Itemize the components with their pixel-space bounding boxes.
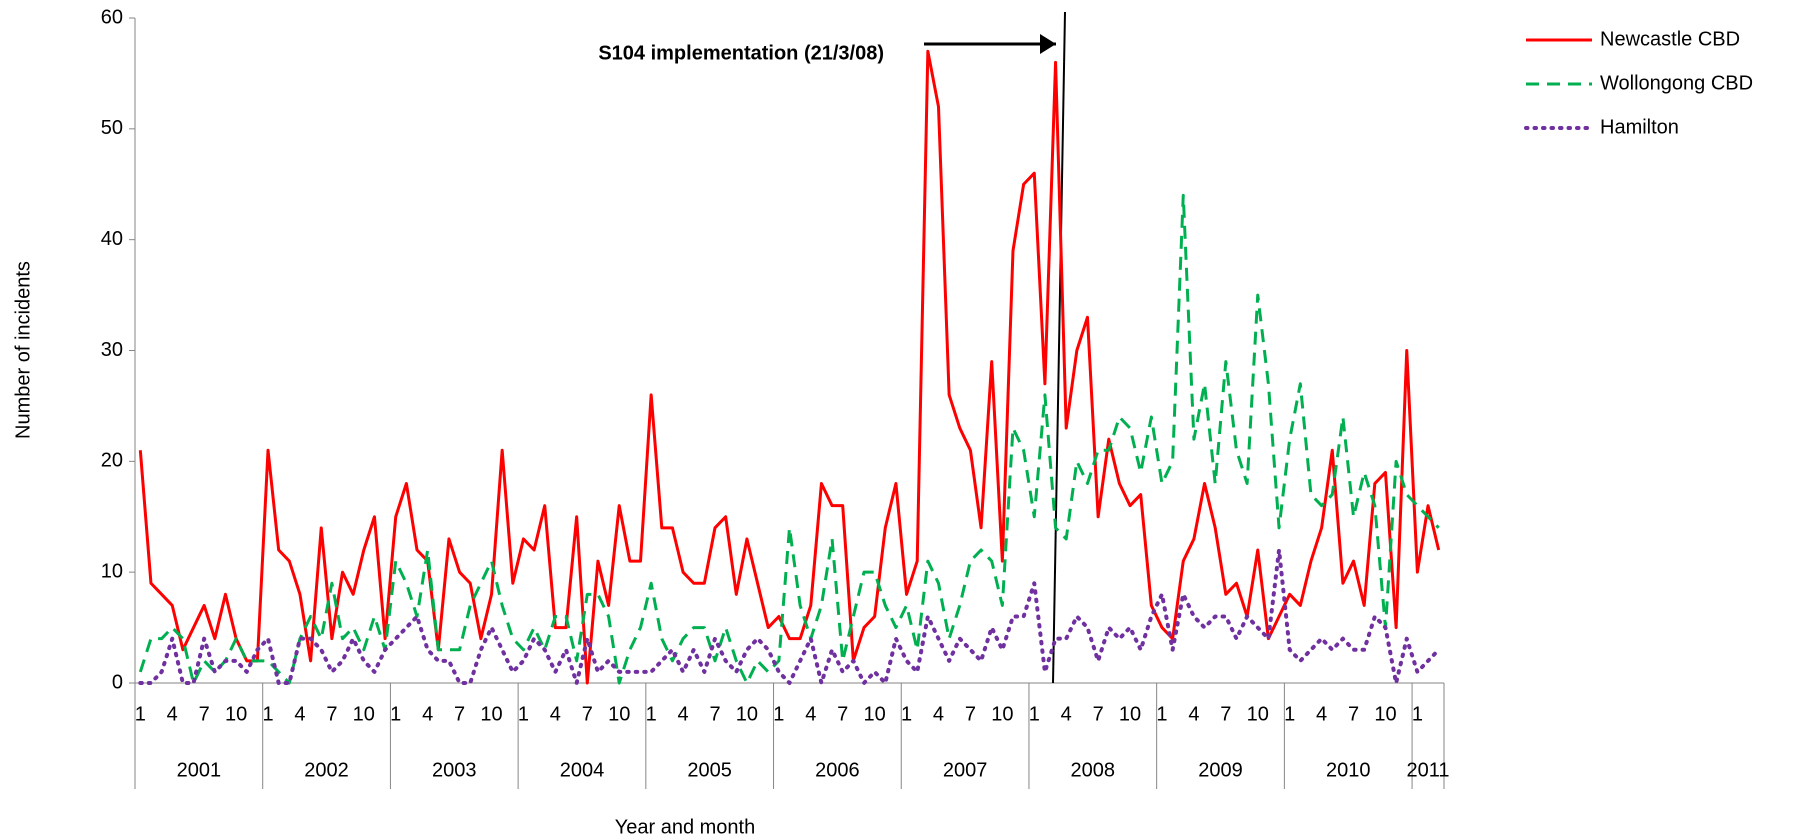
- year-label: 2008: [1071, 759, 1116, 781]
- x-tick-label: 7: [1348, 703, 1359, 725]
- year-label: 2003: [432, 759, 477, 781]
- x-tick-label: 7: [454, 703, 465, 725]
- x-tick-label: 1: [646, 703, 657, 725]
- x-tick-label: 4: [805, 703, 816, 725]
- x-tick-label: 7: [1220, 703, 1231, 725]
- y-tick-label: 30: [101, 339, 123, 361]
- year-label: 2011: [1407, 759, 1450, 781]
- x-tick-label: 1: [135, 703, 146, 725]
- year-label: 2006: [815, 759, 860, 781]
- x-tick-label: 4: [294, 703, 305, 725]
- series-line: [138, 49, 1441, 685]
- y-tick-label: 40: [101, 228, 123, 250]
- x-tick-label: 7: [326, 703, 337, 725]
- year-label: 2007: [943, 759, 988, 781]
- annotation-arrowhead: [1040, 34, 1056, 54]
- x-tick-label: 4: [422, 703, 433, 725]
- x-tick-label: 10: [608, 703, 630, 725]
- y-tick-label: 20: [101, 450, 123, 472]
- x-tick-label: 1: [1029, 703, 1040, 725]
- x-tick-label: 1: [1156, 703, 1167, 725]
- x-tick-label: 1: [262, 703, 273, 725]
- year-label: 2002: [304, 759, 349, 781]
- x-tick-label: 7: [709, 703, 720, 725]
- y-tick-label: 50: [101, 117, 123, 139]
- year-label: 2001: [177, 759, 222, 781]
- legend-label: Wollongong CBD: [1600, 72, 1753, 94]
- x-tick-label: 4: [550, 703, 561, 725]
- x-tick-label: 4: [933, 703, 944, 725]
- x-axis-label: Year and month: [615, 816, 755, 838]
- x-tick-label: 7: [965, 703, 976, 725]
- x-tick-label: 10: [1247, 703, 1269, 725]
- x-tick-label: 4: [1188, 703, 1199, 725]
- x-tick-label: 10: [480, 703, 502, 725]
- x-tick-label: 10: [864, 703, 886, 725]
- x-tick-label: 7: [1093, 703, 1104, 725]
- legend-label: Hamilton: [1600, 116, 1679, 138]
- y-axis-label: Number of incidents: [12, 261, 34, 439]
- series-line: [138, 548, 1441, 685]
- year-label: 2010: [1326, 759, 1371, 781]
- x-tick-label: 4: [678, 703, 689, 725]
- y-tick-label: 10: [101, 560, 123, 582]
- x-tick-label: 7: [582, 703, 593, 725]
- x-tick-label: 10: [225, 703, 247, 725]
- x-tick-label: 1: [1284, 703, 1295, 725]
- series-line: [138, 193, 1440, 685]
- annotation-line: [1052, 11, 1066, 684]
- y-tick-label: 0: [112, 671, 123, 693]
- legend-label: Newcastle CBD: [1600, 28, 1740, 50]
- x-tick-label: 1: [390, 703, 401, 725]
- year-label: 2005: [687, 759, 732, 781]
- annotation-text: S104 implementation (21/3/08): [598, 42, 884, 64]
- x-tick-label: 4: [167, 703, 178, 725]
- x-tick-label: 7: [837, 703, 848, 725]
- x-tick-label: 10: [353, 703, 375, 725]
- year-label: 2009: [1198, 759, 1243, 781]
- x-tick-label: 10: [736, 703, 758, 725]
- x-tick-label: 1: [518, 703, 529, 725]
- x-tick-label: 1: [1412, 703, 1423, 725]
- x-tick-label: 4: [1316, 703, 1327, 725]
- y-tick-label: 60: [101, 6, 123, 28]
- x-tick-label: 10: [991, 703, 1013, 725]
- x-tick-label: 1: [901, 703, 912, 725]
- x-tick-label: 4: [1061, 703, 1072, 725]
- x-tick-label: 10: [1119, 703, 1141, 725]
- x-tick-label: 10: [1374, 703, 1396, 725]
- x-tick-label: 1: [773, 703, 784, 725]
- x-tick-label: 7: [199, 703, 210, 725]
- year-label: 2004: [560, 759, 605, 781]
